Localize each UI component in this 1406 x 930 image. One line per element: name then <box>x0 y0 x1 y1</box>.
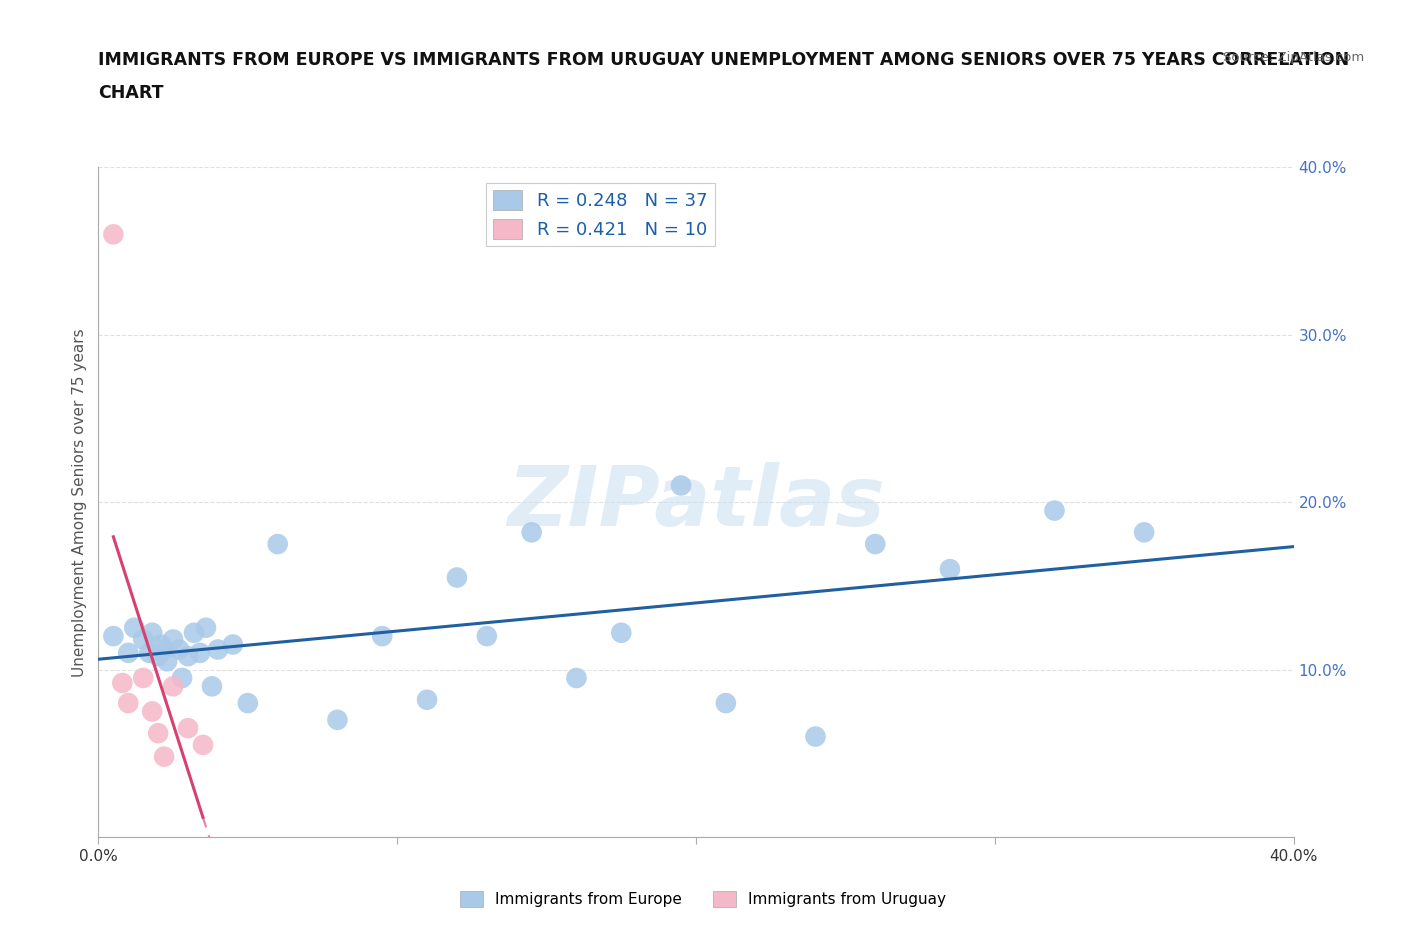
Point <box>610 625 633 640</box>
Point <box>156 654 179 669</box>
Point <box>103 227 125 242</box>
Point <box>669 478 692 493</box>
Point <box>150 637 173 652</box>
Point <box>1133 525 1156 539</box>
Point <box>148 725 170 740</box>
Legend: Immigrants from Europe, Immigrants from Uruguay: Immigrants from Europe, Immigrants from … <box>454 884 952 913</box>
Point <box>132 632 155 647</box>
Point <box>416 692 439 707</box>
Point <box>236 696 259 711</box>
Point <box>475 629 498 644</box>
Point <box>138 645 160 660</box>
Point <box>207 642 229 657</box>
Point <box>141 704 163 719</box>
Point <box>153 750 176 764</box>
Point <box>117 696 139 711</box>
Text: ZIPatlas: ZIPatlas <box>508 461 884 543</box>
Text: CHART: CHART <box>98 84 165 101</box>
Point <box>132 671 155 685</box>
Point <box>326 712 349 727</box>
Point <box>162 632 184 647</box>
Point <box>939 562 962 577</box>
Point <box>267 537 290 551</box>
Text: Source: ZipAtlas.com: Source: ZipAtlas.com <box>1223 51 1364 64</box>
Point <box>103 629 125 644</box>
Point <box>141 625 163 640</box>
Point <box>111 675 134 690</box>
Point <box>520 525 543 539</box>
Point <box>117 645 139 660</box>
Point <box>188 645 211 660</box>
Point <box>177 721 200 736</box>
Point <box>167 642 190 657</box>
Point <box>222 637 245 652</box>
Point <box>172 671 194 685</box>
Point <box>177 649 200 664</box>
Point <box>714 696 737 711</box>
Point <box>1043 503 1066 518</box>
Point <box>371 629 394 644</box>
Point <box>191 737 214 752</box>
Point <box>148 649 170 664</box>
Y-axis label: Unemployment Among Seniors over 75 years: Unemployment Among Seniors over 75 years <box>72 328 87 676</box>
Point <box>124 620 146 635</box>
Point <box>153 642 176 657</box>
Point <box>201 679 224 694</box>
Point <box>865 537 887 551</box>
Point <box>446 570 468 585</box>
Legend: R = 0.248   N = 37, R = 0.421   N = 10: R = 0.248 N = 37, R = 0.421 N = 10 <box>486 183 714 246</box>
Point <box>194 620 218 635</box>
Text: IMMIGRANTS FROM EUROPE VS IMMIGRANTS FROM URUGUAY UNEMPLOYMENT AMONG SENIORS OVE: IMMIGRANTS FROM EUROPE VS IMMIGRANTS FRO… <box>98 51 1350 69</box>
Point <box>162 679 184 694</box>
Point <box>804 729 827 744</box>
Point <box>565 671 588 685</box>
Point <box>183 625 205 640</box>
